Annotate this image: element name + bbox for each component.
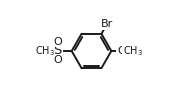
Text: O: O	[117, 46, 126, 56]
Text: CH$_3$: CH$_3$	[35, 44, 55, 58]
Text: CH$_3$: CH$_3$	[123, 44, 143, 58]
Text: S: S	[54, 44, 62, 58]
Text: Br: Br	[101, 19, 113, 29]
Text: O: O	[53, 37, 62, 47]
Text: O: O	[53, 55, 62, 65]
